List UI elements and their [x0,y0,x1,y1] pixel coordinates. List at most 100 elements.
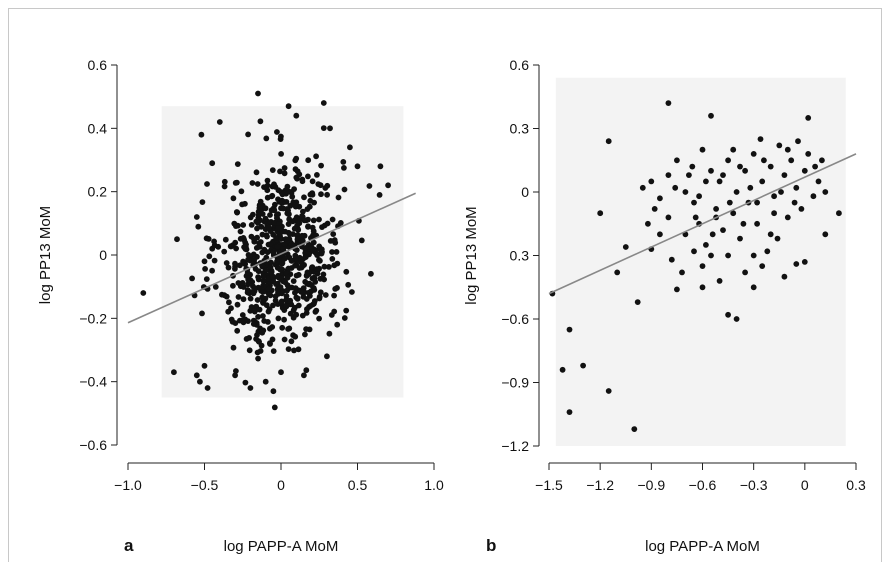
data-point [269,336,276,343]
data-point [230,282,236,289]
data-point [288,265,295,271]
data-point [377,163,384,170]
data-point [278,236,285,242]
data-point [230,195,237,202]
data-point [313,266,320,272]
data-point [281,307,288,313]
data-point [354,163,361,170]
data-point [784,214,791,221]
data-point [639,184,646,191]
data-point [334,321,341,328]
data-point [303,254,309,260]
y-tick-label: −0.2 [79,310,107,326]
data-point [793,184,800,191]
x-axis-title: log PAPP-A MoM [224,538,339,555]
data-point [283,270,289,276]
data-point [754,199,760,206]
data-point [259,294,266,301]
data-point [295,346,302,353]
data-point [309,264,316,270]
data-point [226,299,232,306]
data-point [255,313,261,320]
data-point [343,307,350,314]
data-point [679,269,685,276]
data-point [277,168,283,175]
data-point [300,285,307,291]
data-point [260,299,266,305]
x-tick-label: −1.5 [535,477,563,493]
data-point [140,290,147,296]
data-point [805,115,812,121]
y-axis-title: log PP13 MoM [37,206,54,304]
data-point [250,321,257,327]
chart-panel-a: −0.6 −0.4 −0.2 0 0.2 0.4 0.6 −1.0 −0.5 0 0.5 1.0 log… [37,57,444,555]
data-point [195,223,202,230]
data-point [281,165,288,171]
data-point [299,178,306,185]
x-tick-label: −0.5 [191,477,219,493]
data-point [314,172,320,178]
data-point [255,276,262,283]
data-point [240,296,247,303]
data-point [836,210,842,217]
data-point [272,293,279,300]
data-point [784,146,791,153]
data-point [221,248,228,255]
data-point [201,258,208,265]
data-point [299,312,306,319]
data-point [234,327,241,334]
data-point [254,225,260,232]
data-point [310,217,317,224]
data-point [221,292,228,299]
data-point [270,388,277,395]
data-point [305,173,311,180]
data-point [771,210,777,217]
data-point [308,288,314,295]
data-point [708,167,714,174]
data-point [733,189,740,195]
data-point [274,258,280,265]
data-point [209,267,216,274]
data-point [699,284,706,291]
data-point [754,220,760,227]
data-point [305,271,312,278]
data-point [759,263,766,269]
data-point [237,228,244,235]
data-point [233,223,239,230]
data-point [254,234,260,241]
data-point [229,318,236,325]
data-point [733,316,740,322]
data-point [691,248,697,255]
data-point [315,181,322,188]
data-point [281,255,288,262]
data-point [260,273,267,280]
data-point [202,266,209,272]
data-point [327,125,333,132]
data-point [189,275,196,282]
y-tick-label: 0.3 [510,248,530,264]
data-point [254,297,261,303]
data-point [247,385,254,391]
data-point [302,278,309,285]
data-point [288,338,295,345]
data-point [288,257,295,264]
data-point [767,231,774,238]
data-point [725,311,731,318]
data-point [294,175,300,182]
data-point [250,290,257,297]
data-point [309,224,316,231]
data-point [174,236,180,243]
data-point [305,157,312,164]
x-tick-label: −0.9 [638,477,666,493]
data-point [292,166,299,173]
data-point [287,297,294,304]
data-point [634,299,641,305]
data-point [314,270,321,277]
y-tick-label: 0.4 [88,120,108,136]
data-point [788,157,795,164]
data-point [324,191,330,198]
data-point [237,262,243,269]
data-point [708,252,714,259]
data-point [331,308,338,315]
x-tick-label: −0.6 [689,477,717,493]
